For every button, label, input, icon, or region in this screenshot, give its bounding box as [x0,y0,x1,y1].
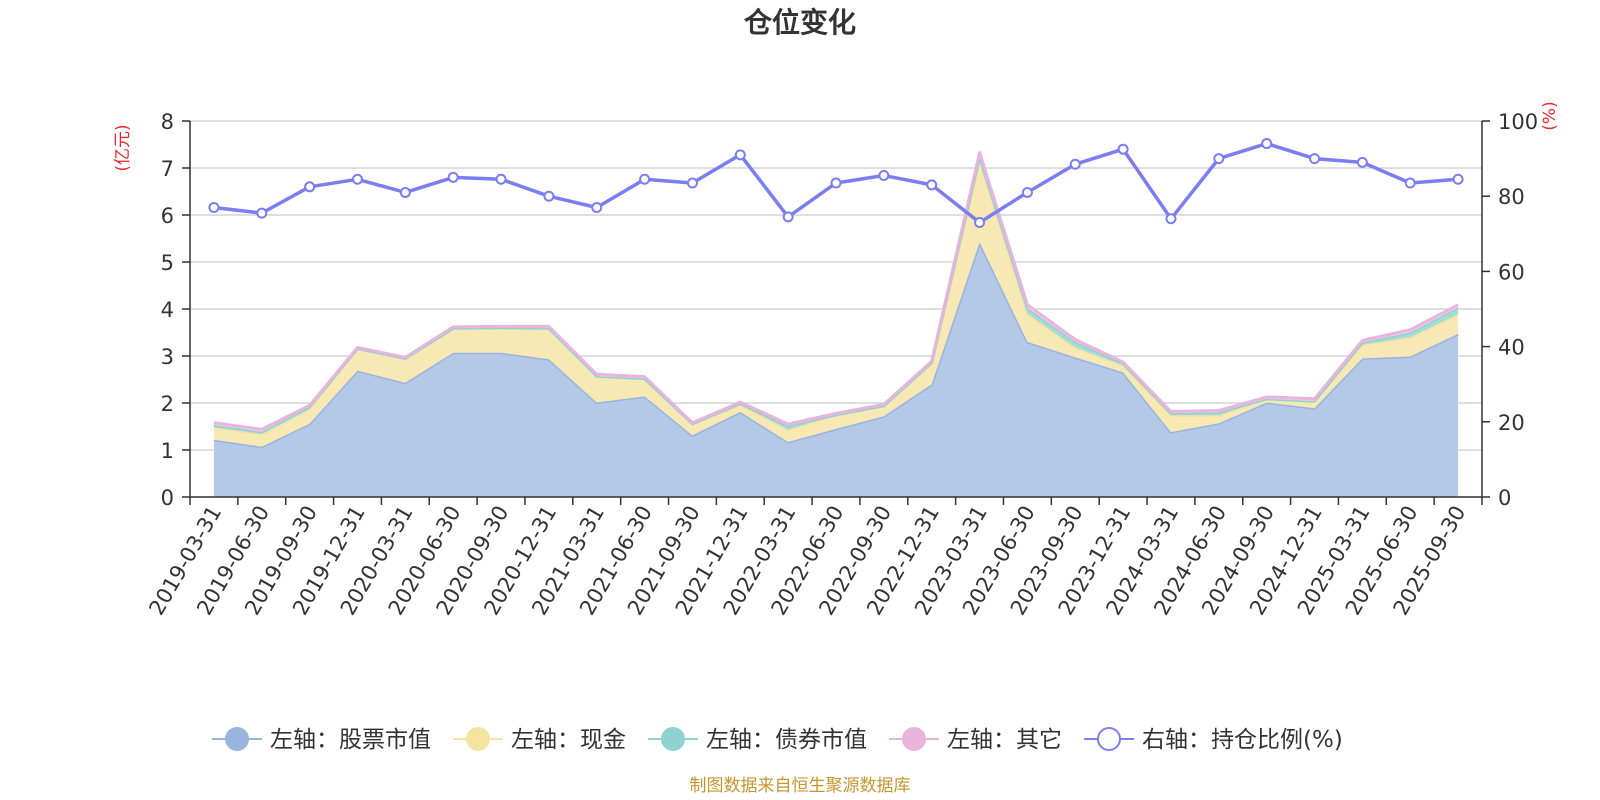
left-tick-label: 0 [161,486,174,510]
ratio-point [1213,153,1225,165]
ratio-point [1309,153,1321,165]
right-tick-label: 80 [1498,185,1525,209]
left-tick-label: 7 [161,157,174,181]
left-tick-label: 8 [161,110,174,134]
left-tick-label: 5 [161,251,174,275]
ratio-point [639,173,651,185]
ratio-point [974,217,986,229]
legend: 左轴：股票市值 左轴：现金 左轴：债券市值 左轴：其它 右轴：持仓比例(%) [212,727,1343,753]
area-series-edge-3 [213,151,1459,431]
ratio-point [830,177,842,189]
left-axis-unit: (亿元) [113,124,133,171]
left-tick-label: 6 [161,204,174,228]
ratio-point [1404,177,1416,189]
ratio-point [1261,138,1273,150]
right-tick-label: 20 [1498,411,1525,435]
right-tick-label: 60 [1498,260,1525,284]
left-tick-label: 2 [161,392,174,416]
ratio-point [1021,186,1033,198]
ratio-point [591,201,603,213]
left-tick-label: 4 [161,298,174,322]
ratio-point [351,173,363,185]
ratio-point [1356,156,1368,168]
ratio-point [543,190,555,202]
right-tick-label: 0 [1498,486,1511,510]
legend-marker-1 [466,727,490,751]
ratio-point [734,149,746,161]
ratio-point [878,170,890,182]
legend-label-1: 左轴：现金 [511,727,626,753]
left-tick-label: 3 [161,345,174,369]
legend-marker-2 [661,727,685,751]
legend-marker-4 [1097,727,1121,751]
ratio-point [256,207,268,219]
ratio-point [495,173,507,185]
legend-label-4: 右轴：持仓比例(%) [1142,727,1343,753]
ratio-point [1069,158,1081,170]
stacked-areas [213,151,1459,497]
ratio-point [782,211,794,223]
legend-marker-3 [902,727,926,751]
legend-label-2: 左轴：债券市值 [706,727,867,753]
ratio-point [926,179,938,191]
legend-label-3: 左轴：其它 [947,727,1062,753]
ratio-point [304,181,316,193]
right-tick-label: 100 [1498,110,1538,134]
ratio-point [208,201,220,213]
ratio-point [447,171,459,183]
right-tick-label: 40 [1498,336,1525,360]
ratio-point [1452,173,1464,185]
legend-marker-0 [225,727,249,751]
area-series-0 [213,242,1459,497]
legend-label-0: 左轴：股票市值 [270,727,431,753]
right-axis-unit: (%) [1540,101,1560,130]
ratio-point [686,177,698,189]
ratio-point [1117,143,1129,155]
chart-title: 仓位变化 [744,6,856,39]
ratio-point [1165,213,1177,225]
ratio-point [399,186,411,198]
left-tick-label: 1 [161,439,174,463]
position-ratio-line [208,138,1464,229]
source-note: 制图数据来自恒生聚源数据库 [690,776,911,796]
